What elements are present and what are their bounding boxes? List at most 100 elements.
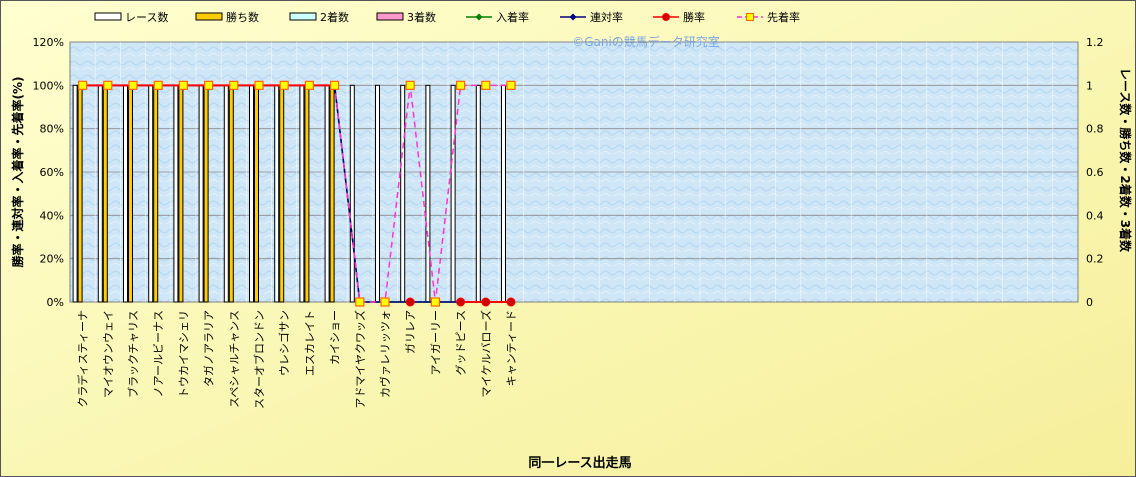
bar-wins <box>203 84 209 303</box>
series-lines <box>77 80 516 307</box>
left-axis: 0% 20% 40% 60% 80% 100% 120% <box>33 36 64 309</box>
bar-races <box>148 84 154 303</box>
marker-win_rate <box>456 297 466 307</box>
bar-races <box>72 84 78 303</box>
bar-races <box>97 84 103 303</box>
right-tick-label: 0.8 <box>1086 123 1104 136</box>
marker-finish_ahead_rate <box>229 80 239 90</box>
marker-win_rate <box>405 297 415 307</box>
category-labels: クラディスティーナ マイオウンウェイ ブラックチャリス ノアールビーナス トウカイマシェ… <box>76 310 518 409</box>
category-label: カイショー <box>329 310 342 365</box>
bar-races <box>274 84 280 303</box>
bar-races <box>173 84 179 303</box>
watermark: ©Ganiの競馬データ研究室 <box>572 34 720 49</box>
y-axis-label-left: 勝率・連対率・入着率・先着率(%) <box>10 77 25 268</box>
legend-item-quinella_rate: 連対率 <box>560 10 623 24</box>
legend-label: 入着率 <box>496 10 529 24</box>
legend-label: レース数 <box>125 11 168 24</box>
marker-finish_ahead_rate <box>456 80 466 90</box>
left-tick-label: 80% <box>40 123 64 136</box>
bar-wins <box>304 84 310 303</box>
bar-races <box>501 84 506 303</box>
category-label: アイガーリー <box>429 310 442 375</box>
category-label: ウレシゴサン <box>277 310 291 376</box>
category-label: ガリレア <box>404 310 417 354</box>
bar-races <box>223 84 229 303</box>
gridlines <box>70 41 1078 302</box>
bar-races <box>375 84 380 303</box>
legend-item-races: レース数 <box>94 11 168 24</box>
bar-wins <box>128 84 133 303</box>
category-label: ブラックチャリス <box>126 310 140 398</box>
left-tick-label: 0% <box>47 296 64 309</box>
legend-marker <box>475 13 483 21</box>
category-label: スペシャルチャンス <box>228 310 241 408</box>
bar-wins <box>228 84 234 303</box>
category-label: カヴァレリッツォ <box>378 310 392 398</box>
bar-wins <box>279 84 285 303</box>
bar-races <box>123 84 128 303</box>
legend-label: 2着数 <box>320 10 349 24</box>
left-tick-label: 100% <box>33 79 64 92</box>
left-tick-label: 40% <box>40 209 64 222</box>
legend-item-third: 3着数 <box>376 10 436 24</box>
bar-races <box>324 84 330 303</box>
legend-label: 先着率 <box>767 10 800 24</box>
bar-races <box>349 84 355 303</box>
marker-finish_ahead_rate <box>178 80 188 90</box>
right-tick-label: 1 <box>1086 79 1093 92</box>
right-tick-label: 0.4 <box>1086 209 1104 222</box>
bar-races <box>475 84 481 303</box>
legend-swatch <box>195 12 223 21</box>
right-tick-label: 1.2 <box>1086 36 1104 49</box>
category-label: マイオウンウェイ <box>102 310 115 398</box>
left-tick-label: 120% <box>33 36 64 49</box>
legend-item-win_rate: 勝率 <box>653 10 705 24</box>
legend-label: 連対率 <box>590 10 623 24</box>
marker-finish_ahead_rate <box>481 80 491 90</box>
category-label: スターオブロンドン <box>252 310 266 409</box>
category-label: キャンティード <box>505 310 518 386</box>
category-label: タガノアラリア <box>203 310 216 387</box>
bar-races <box>299 84 305 303</box>
category-label: クラディスティーナ <box>76 310 90 408</box>
marker-finish_ahead_rate <box>204 80 214 90</box>
marker-finish_ahead_rate <box>153 80 163 90</box>
legend-label: 3着数 <box>407 10 436 24</box>
legend-swatch <box>376 12 404 21</box>
legend: レース数 勝ち数 2着数 3着数 入着率 連対率 勝率 先着率 <box>94 10 800 24</box>
category-label: アドマイヤクワッズ <box>353 310 367 409</box>
right-axis: 0 0.2 0.4 0.6 0.8 1 1.2 <box>1086 36 1104 309</box>
bar-wins <box>77 84 83 303</box>
marker-finish_ahead_rate <box>430 297 440 307</box>
bar-races <box>450 84 456 303</box>
marker-win_rate <box>481 297 491 307</box>
x-axis-label: 同一レース出走馬 <box>528 455 631 471</box>
category-label: エスカレイト <box>303 310 316 376</box>
marker-finish_ahead_rate <box>330 80 340 90</box>
right-tick-label: 0 <box>1086 296 1093 309</box>
bar-wins <box>178 84 184 303</box>
marker-finish_ahead_rate <box>128 80 138 90</box>
bar-races <box>198 84 204 303</box>
legend-label: 勝ち数 <box>226 10 259 24</box>
legend-item-finish_ahead_rate: 先着率 <box>737 10 800 24</box>
category-label: トウカイマシェリ <box>177 310 190 398</box>
legend-swatch <box>289 12 317 21</box>
legend-item-second: 2着数 <box>289 10 349 24</box>
bar-wins <box>329 84 335 303</box>
marker-finish_ahead_rate <box>380 297 390 307</box>
legend-marker <box>569 13 577 21</box>
marker-finish_ahead_rate <box>355 297 365 307</box>
legend-item-place_rate: 入着率 <box>466 10 529 24</box>
bars <box>72 84 506 303</box>
legend-marker <box>662 13 670 21</box>
bar-races <box>249 84 254 303</box>
marker-finish_ahead_rate <box>506 80 516 90</box>
legend-label: 勝率 <box>683 10 705 24</box>
bar-wins <box>102 84 108 303</box>
bar-races <box>400 84 406 303</box>
right-tick-label: 0.2 <box>1086 253 1104 266</box>
marker-finish_ahead_rate <box>405 80 415 90</box>
